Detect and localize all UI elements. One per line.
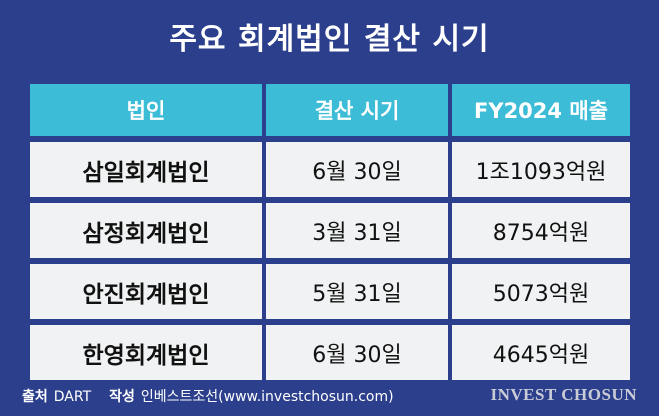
column-header: FY2024 매출 bbox=[452, 84, 630, 136]
column-header: 결산 시기 bbox=[266, 84, 448, 136]
table-cell: 6월 30일 bbox=[266, 325, 448, 380]
table-cell: 3월 31일 bbox=[266, 203, 448, 258]
table-cell: 4645억원 bbox=[452, 325, 630, 380]
author: 인베스트조선(www.investchosun.com) bbox=[140, 389, 394, 405]
table-cell: 8754억원 bbox=[452, 203, 630, 258]
table-cell: 삼정회계법인 bbox=[30, 203, 262, 258]
table-cell: 한영회계법인 bbox=[30, 325, 262, 380]
table: 법인 결산 시기 FY2024 매출 삼일회계법인 6월 30일 1조1093억원 삼정회계… bbox=[30, 84, 630, 380]
author-label: 작성 bbox=[109, 389, 135, 405]
table-cell: 안진회계법인 bbox=[30, 264, 262, 319]
source: DART bbox=[53, 389, 92, 405]
table-cell: 1조1093억원 bbox=[452, 142, 630, 197]
title: 주요 회계법인 결산 시기 bbox=[169, 22, 490, 57]
source-label: 출처 bbox=[22, 389, 48, 405]
brand: INVEST CHOSUN bbox=[490, 385, 637, 404]
table-cell: 6월 30일 bbox=[266, 142, 448, 197]
table-cell: 5월 31일 bbox=[266, 264, 448, 319]
column-header: 법인 bbox=[30, 84, 262, 136]
footer: 출처 DART 작성 인베스트조선(www.investchosun.com) bbox=[22, 386, 394, 406]
table-cell: 5073억원 bbox=[452, 264, 630, 319]
table-cell: 삼일회계법인 bbox=[30, 142, 262, 197]
